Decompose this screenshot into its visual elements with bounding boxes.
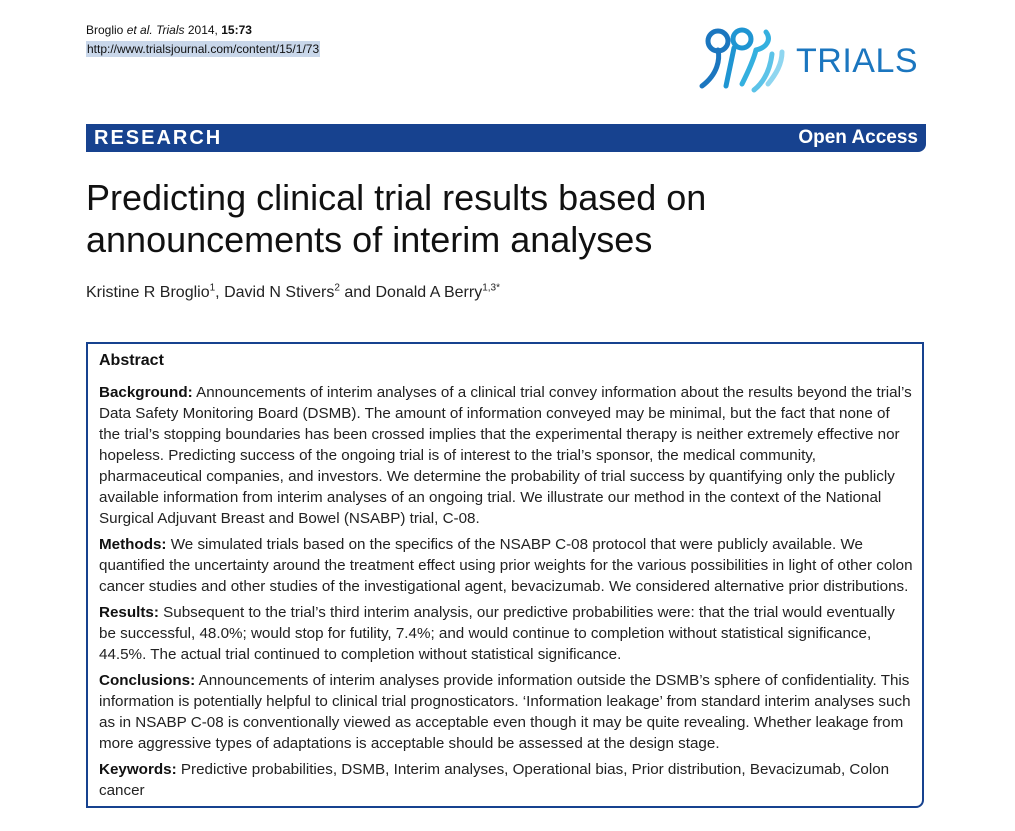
abstract-methods: Methods: We simulated trials based on th… bbox=[99, 534, 915, 597]
keywords-text: Predictive probabilities, DSMB, Interim … bbox=[99, 761, 890, 799]
citation-year: 2014, bbox=[187, 23, 218, 37]
results-label: Results: bbox=[99, 604, 159, 621]
open-access-label: Open Access bbox=[798, 127, 918, 148]
author-affiliation: 2 bbox=[334, 282, 340, 294]
author-name[interactable]: Donald A Berry bbox=[375, 284, 483, 301]
abstract-body: Background: Announcements of interim ana… bbox=[99, 382, 915, 806]
abstract-keywords: Keywords: Predictive probabilities, DSMB… bbox=[99, 759, 915, 801]
conclusions-label: Conclusions: bbox=[99, 672, 196, 689]
background-text: Announcements of interim analyses of a c… bbox=[99, 384, 912, 527]
author-list: Kristine R Broglio1, David N Stivers2 an… bbox=[86, 282, 501, 301]
citation-authors: Broglio bbox=[86, 23, 124, 37]
citation-volume: 15:73 bbox=[221, 23, 252, 37]
author-conjunction: and bbox=[344, 284, 372, 301]
author-affiliation: 1,3* bbox=[482, 282, 501, 294]
methods-text: We simulated trials based on the specifi… bbox=[99, 536, 913, 595]
abstract-title: Abstract bbox=[99, 352, 164, 369]
author-affiliation: 1 bbox=[209, 282, 216, 294]
citation-journal: Trials bbox=[156, 23, 185, 37]
abstract-results: Results: Subsequent to the trial’s third… bbox=[99, 602, 915, 665]
section-label: RESEARCH bbox=[94, 127, 223, 149]
conclusions-text: Announcements of interim analyses provid… bbox=[99, 672, 911, 752]
article-url-link[interactable]: http://www.trialsjournal.com/content/15/… bbox=[86, 41, 321, 57]
background-label: Background: bbox=[99, 384, 193, 401]
abstract-background: Background: Announcements of interim ana… bbox=[99, 382, 915, 529]
author-name[interactable]: Kristine R Broglio bbox=[86, 284, 210, 301]
results-text: Subsequent to the trial’s third interim … bbox=[99, 604, 895, 663]
section-bar: RESEARCH Open Access bbox=[86, 124, 926, 152]
abstract-box: Abstract Background: Announcements of in… bbox=[86, 342, 924, 808]
article-title: Predicting clinical trial results based … bbox=[86, 177, 707, 260]
abstract-conclusions: Conclusions: Announcements of interim an… bbox=[99, 670, 915, 754]
trials-logo-icon bbox=[699, 27, 785, 93]
citation-etal: et al. bbox=[126, 23, 153, 37]
citation-line: Broglio et al. Trials 2014, 15:73 bbox=[86, 22, 252, 38]
methods-label: Methods: bbox=[99, 536, 167, 553]
author-name[interactable]: David N Stivers bbox=[224, 284, 335, 301]
keywords-label: Keywords: bbox=[99, 761, 177, 778]
trials-logo-text: TRIALS bbox=[796, 42, 919, 80]
